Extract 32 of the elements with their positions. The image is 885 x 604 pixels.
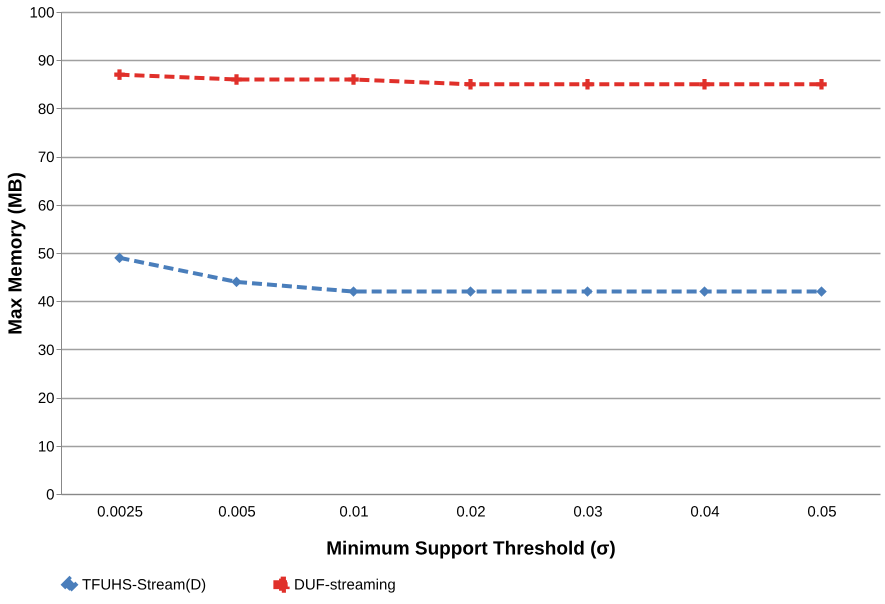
point	[816, 286, 827, 297]
y-tick-label: 40	[38, 294, 54, 311]
y-tick-label: 90	[38, 52, 54, 70]
x-axis-title: Minimum Support Threshold (σ)	[326, 538, 616, 560]
x-tick-label: 0.04	[690, 504, 720, 520]
point	[699, 79, 710, 90]
y-tick-label: 70	[38, 149, 54, 166]
point	[114, 69, 125, 80]
point	[582, 79, 593, 90]
x-tick-label: 0.02	[456, 504, 486, 520]
x-tick-label: 0.03	[573, 504, 603, 520]
y-axis-title: Max Memory (MB)	[5, 172, 26, 335]
x-tick-label: 0.0025	[97, 504, 143, 520]
y-tick-label: 0	[46, 486, 54, 504]
legend-label: TFUHS-Stream(D)	[82, 576, 206, 594]
point	[348, 74, 359, 85]
point	[816, 79, 827, 90]
point	[231, 276, 242, 288]
y-tick-label: 60	[38, 197, 54, 214]
y-tick-label: 30	[38, 342, 54, 359]
x-tick-label: 0.01	[339, 504, 369, 520]
point	[465, 79, 476, 90]
y-tick-label: 80	[38, 100, 54, 118]
y-tick-label: 50	[38, 246, 54, 262]
x-tick-label: 0.005	[218, 504, 256, 520]
legend-label: DUF-streaming	[294, 576, 396, 594]
point	[231, 74, 242, 85]
point	[114, 252, 125, 264]
y-tick-label: 100	[29, 4, 54, 22]
x-tick-label: 0.05	[807, 504, 837, 520]
y-tick-label: 20	[38, 390, 54, 408]
y-tick-label: 10	[38, 438, 54, 456]
